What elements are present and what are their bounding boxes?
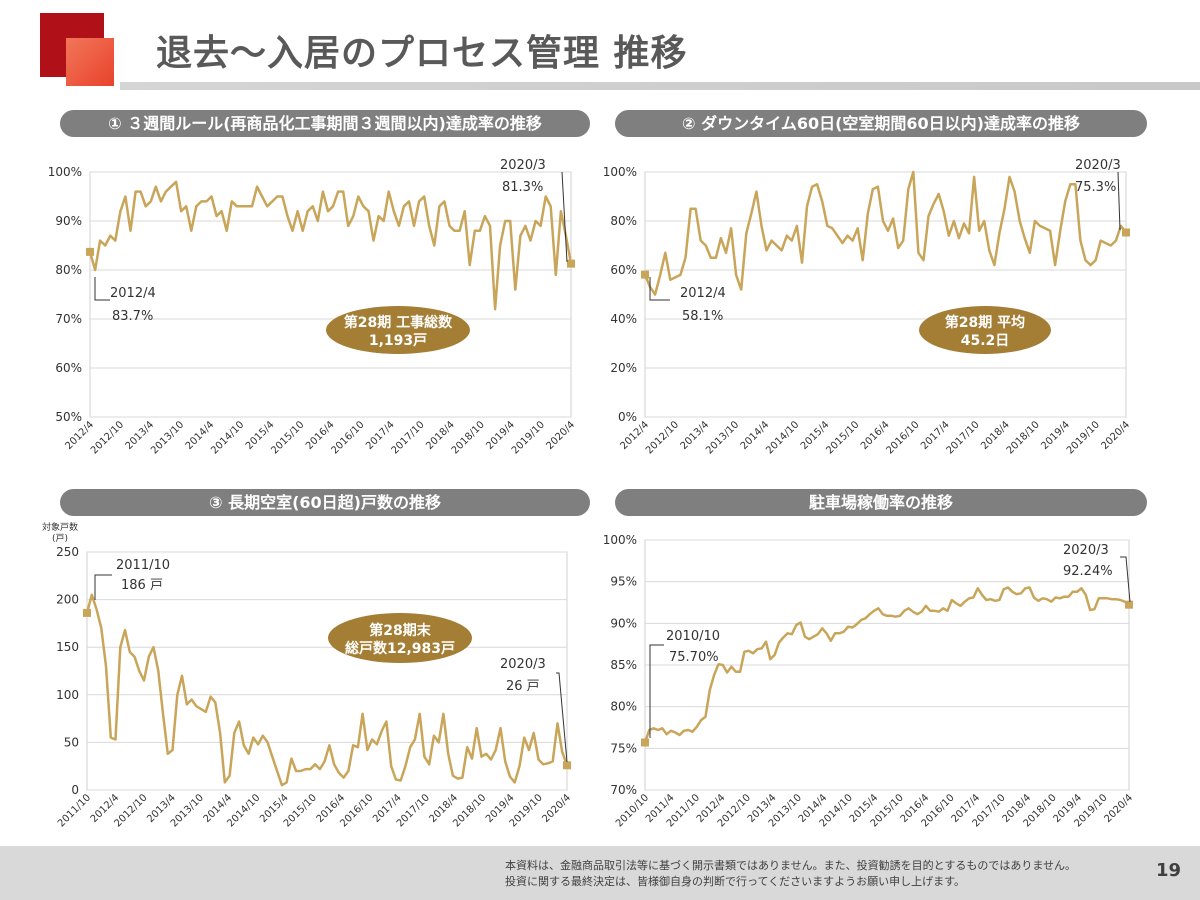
start-marker [641,738,649,747]
end-leader-line [1117,171,1121,231]
y-tick-label: 0 [71,783,79,797]
y-tick-label: 70% [610,783,637,797]
series-line [85,593,569,787]
summary-badge-line-2: 1,193戸 [369,333,427,349]
y-tick-label: 85% [610,658,637,672]
start-leader-line [94,574,112,600]
page-number: 19 [1156,860,1182,881]
y-tick-label: 80% [55,263,82,277]
end-date-label: 2020/3 [1063,543,1109,558]
end-leader-line [1120,556,1131,603]
summary-badge [328,613,472,663]
series-line [643,170,1127,296]
y-axis-title-line-2: (戸) [52,533,68,544]
summary-badge-line-2: 総戸数12,983戸 [345,640,455,657]
y-tick-label: 75% [610,741,637,755]
y-tick-label: 60% [55,361,82,375]
start-date-label: 2010/10 [666,629,720,644]
y-axis-title-line-1: 対象戸数 [42,521,78,533]
chart3-title: ③ 長期空室(60日超)戸数の推移 [60,489,590,516]
end-marker [563,761,571,770]
brand-logo-square-light [66,38,114,86]
y-tick-label: 250 [56,545,79,559]
start-leader-line [649,644,664,738]
y-tick-label: 100% [48,165,82,179]
end-date-label: 2020/3 [500,158,546,173]
x-tick-label: 2010/10 [614,792,651,829]
start-value-label: 83.7% [112,309,153,324]
summary-badge-line-2: 45.2日 [961,333,1010,349]
title-divider [120,82,1200,90]
start-marker [86,247,94,256]
disclaimer-line-2: 投資に関する最終決定は、皆様御自身の判断で行ってくださいますようお願い申し上げま… [505,875,966,888]
start-date-label: 2011/10 [116,558,170,573]
chart2-title: ② ダウンタイム60日(空室期間60日以内)達成率の推移 [615,110,1147,137]
y-tick-label: 70% [55,312,82,326]
page-title: 退去～入居のプロセス管理 推移 [156,33,688,74]
start-date-label: 2012/4 [110,286,156,301]
y-tick-label: 60% [610,263,637,277]
y-tick-label: 80% [610,700,637,714]
start-value-label: 186 戸 [121,578,163,593]
start-marker [641,270,649,279]
y-tick-label: 90% [610,616,637,630]
summary-badge [919,306,1051,354]
y-tick-label: 20% [610,361,637,375]
y-tick-label: 100% [603,533,637,547]
start-leader-line [649,277,670,301]
end-value-label: 26 戸 [506,679,540,694]
y-tick-label: 80% [610,214,637,228]
end-marker [1122,228,1130,237]
start-value-label: 58.1% [682,309,723,324]
y-tick-label: 0% [618,410,637,424]
start-leader-line [94,277,110,301]
y-tick-label: 95% [610,575,637,589]
end-leader-line [561,171,568,263]
end-date-label: 2020/3 [500,657,546,672]
y-tick-label: 50 [64,735,79,749]
y-tick-label: 50% [55,410,82,424]
disclaimer-line-1: 本資料は、金融商品取引法等に基づく開示書類ではありません。また、投資勧誘を目的と… [505,859,1077,872]
summary-badge [326,306,470,354]
end-marker [567,259,575,268]
summary-badge-line-1: 第28期 工事総数 [344,314,453,331]
start-marker [83,608,91,617]
y-tick-label: 100% [603,165,637,179]
end-value-label: 92.24% [1063,564,1113,579]
end-value-label: 75.3% [1075,180,1116,195]
series-line [643,586,1130,743]
series-line [88,180,573,311]
footer-bar [0,846,1200,900]
disclaimer: 本資料は、金融商品取引法等に基づく開示書類ではありません。また、投資勧誘を目的と… [505,858,1076,890]
y-tick-label: 200 [56,593,79,607]
end-marker [1125,600,1133,609]
y-tick-label: 90% [55,214,82,228]
summary-badge-line-1: 第28期末 [369,622,431,639]
start-date-label: 2012/4 [680,286,726,301]
y-tick-label: 150 [56,640,79,654]
x-tick-label: 2020/4 [1102,792,1135,825]
y-tick-label: 40% [610,312,637,326]
chart1-title: ① ３週間ルール(再商品化工事期間３週間以内)達成率の推移 [60,110,590,137]
end-value-label: 81.3% [502,180,543,195]
end-leader-line [556,672,568,763]
summary-badge-line-1: 第28期 平均 [945,314,1025,331]
chart4-title: 駐車場稼働率の推移 [615,489,1147,516]
start-value-label: 75.70% [669,650,719,665]
y-tick-label: 100 [56,688,79,702]
end-date-label: 2020/3 [1075,158,1121,173]
